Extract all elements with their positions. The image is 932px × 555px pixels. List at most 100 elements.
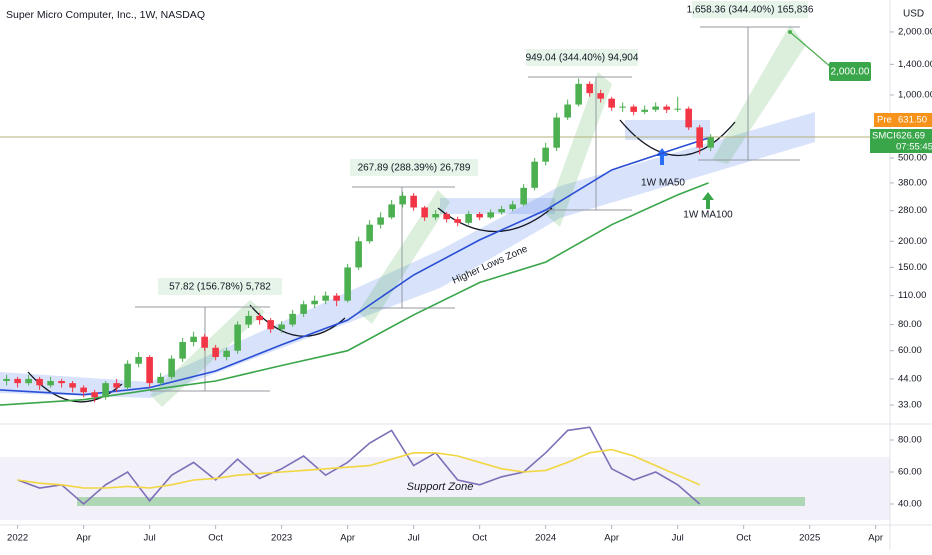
y-tick-label: 2,000.00 — [898, 26, 932, 37]
pre-price: 631.50 — [898, 115, 927, 126]
measure-label: 57.82 (156.78%) 5,782 — [169, 282, 271, 293]
series-line — [0, 182, 709, 406]
candle-body — [399, 195, 406, 205]
candle-body — [322, 295, 329, 301]
last-tag — [870, 129, 932, 153]
candle-body — [355, 241, 362, 268]
candle-body — [641, 109, 648, 112]
candle-body — [3, 378, 10, 382]
x-tick-label: Apr — [340, 533, 355, 544]
x-tick-label: Jul — [408, 533, 420, 544]
y-tick-label: 40.00 — [898, 499, 922, 510]
candle-body — [520, 187, 527, 205]
candle-body — [234, 324, 241, 351]
candle-body — [47, 381, 54, 386]
x-tick-label: 2025 — [799, 533, 820, 544]
y-tick-label: 280.00 — [898, 205, 927, 216]
x-tick-label: Oct — [208, 533, 223, 544]
series-line — [17, 448, 701, 489]
candle-body — [146, 356, 153, 384]
ma-label: 1W MA50 — [641, 178, 685, 189]
candle-body — [542, 147, 549, 162]
y-tick-label: 380.00 — [898, 177, 927, 188]
candle-body — [289, 313, 296, 325]
currency: USD — [903, 9, 924, 20]
x-tick-label: Jul — [672, 533, 684, 544]
y-tick-label: 500.00 — [898, 152, 927, 163]
x-tick-label: Apr — [868, 533, 883, 544]
higher-lows-zone — [0, 112, 815, 398]
pre-name: Pre — [877, 115, 892, 126]
candle-body — [278, 324, 285, 330]
candle-body — [454, 219, 461, 223]
candle-body — [608, 98, 615, 108]
candle-body — [498, 209, 505, 213]
y-tick-label: 1,400.00 — [898, 59, 932, 70]
y-tick-label: 44.00 — [898, 373, 922, 384]
candle-body — [25, 378, 32, 384]
candle-body — [311, 300, 318, 305]
ma-label: 1W MA100 — [683, 210, 733, 221]
candle-body — [113, 383, 120, 388]
candle-body — [344, 267, 351, 301]
candle-body — [597, 93, 604, 99]
candle-body — [388, 204, 395, 218]
candle-body — [476, 213, 483, 218]
y-tick-label: 1,000.00 — [898, 89, 932, 100]
candle-body — [465, 213, 472, 223]
chart-title: Super Micro Computer, Inc., 1W, NASDAQ — [6, 9, 205, 21]
x-tick-label: 2022 — [7, 533, 28, 544]
countdown: 07:55:45 — [896, 142, 932, 153]
candle-body — [212, 347, 219, 357]
candle-body — [663, 106, 670, 110]
candle-body — [14, 378, 21, 384]
candle-body — [553, 117, 560, 148]
candle-body — [267, 320, 274, 330]
measure-label: 1,658.36 (344.40%) 165,836 — [687, 5, 814, 16]
flag — [712, 25, 806, 164]
arrow-up — [702, 192, 714, 209]
y-tick-label: 80.00 — [898, 435, 922, 446]
last-price: 626.69 — [896, 131, 925, 142]
measure-label: 949.04 (344.40%) 94,904 — [526, 53, 639, 64]
candle-body — [190, 336, 197, 343]
candle-body — [630, 106, 637, 112]
label-box — [350, 159, 478, 176]
bowl — [249, 304, 346, 337]
x-tick-label: Jul — [144, 533, 156, 544]
flag — [358, 190, 450, 324]
candle-body — [333, 295, 340, 301]
x-tick-label: Oct — [736, 533, 751, 544]
measure-label: 267.89 (288.39%) 26,789 — [358, 163, 471, 174]
candle-body — [652, 106, 659, 110]
candle-body — [707, 137, 714, 148]
candle-body — [443, 213, 450, 220]
candle-body — [102, 383, 109, 398]
series-line — [17, 426, 701, 506]
candle-body — [410, 195, 417, 208]
candle-body — [487, 212, 494, 218]
candle-body — [69, 383, 76, 388]
x-tick-label: 2023 — [271, 533, 292, 544]
candle-body — [674, 108, 681, 110]
x-tick-label: Oct — [472, 533, 487, 544]
candle-body — [531, 161, 538, 188]
x-tick-label: Apr — [76, 533, 91, 544]
label-box — [158, 278, 282, 295]
candle-body — [245, 315, 252, 325]
y-tick-label: 150.00 — [898, 262, 927, 273]
candle-body — [58, 381, 65, 384]
support-zone — [77, 497, 805, 506]
candle-body — [564, 104, 571, 118]
candle-body — [432, 213, 439, 218]
candle-body — [80, 387, 87, 393]
candle-body — [619, 106, 626, 108]
y-tick-label: 110.00 — [898, 290, 926, 301]
candle-body — [135, 356, 142, 364]
pointer — [789, 31, 833, 69]
x-tick-label: Apr — [604, 533, 619, 544]
y-tick-label: 60.00 — [898, 467, 922, 478]
zone-box — [440, 198, 555, 214]
target-label: 2,000.00 — [831, 67, 870, 78]
